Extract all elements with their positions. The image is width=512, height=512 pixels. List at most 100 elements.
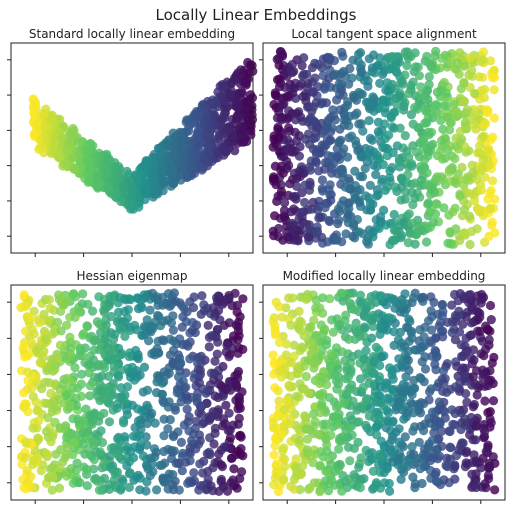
axes-frame-hessian bbox=[10, 284, 254, 501]
scatter-point bbox=[113, 434, 123, 444]
scatter-point bbox=[82, 481, 92, 491]
scatter-point bbox=[316, 320, 326, 330]
scatter-point bbox=[160, 176, 170, 187]
scatter-point bbox=[484, 231, 494, 241]
scatter-point bbox=[342, 100, 353, 110]
scatter-point bbox=[467, 359, 477, 369]
scatter-point bbox=[327, 475, 337, 485]
scatter-point bbox=[368, 310, 378, 320]
scatter-point bbox=[341, 310, 351, 320]
scatter-point bbox=[273, 486, 284, 497]
scatter-point bbox=[400, 187, 411, 197]
scatter-point bbox=[194, 485, 204, 495]
scatter-point bbox=[123, 305, 133, 315]
scatter-point bbox=[279, 405, 289, 415]
scatter-point bbox=[243, 68, 254, 78]
scatter-point bbox=[179, 156, 189, 166]
scatter-point bbox=[452, 58, 462, 68]
scatter-point bbox=[62, 296, 73, 306]
scatter-point bbox=[486, 186, 496, 196]
scatter-point bbox=[467, 302, 477, 312]
scatter-point bbox=[101, 303, 111, 313]
scatter-point bbox=[47, 354, 57, 364]
scatter-point bbox=[299, 331, 309, 341]
scatter-point bbox=[464, 290, 474, 300]
scatter-point bbox=[435, 109, 445, 119]
scatter-point bbox=[403, 53, 413, 63]
scatter-point bbox=[335, 105, 345, 115]
scatter-point bbox=[311, 330, 321, 340]
scatter-point bbox=[305, 165, 315, 175]
scatter-point bbox=[349, 443, 359, 453]
scatter-point bbox=[23, 367, 33, 377]
scatter-point bbox=[420, 322, 430, 332]
scatter-point bbox=[292, 391, 302, 401]
scatter-point bbox=[246, 126, 256, 136]
scatter-point bbox=[490, 485, 500, 495]
scatter-point bbox=[300, 197, 310, 208]
scatter-point bbox=[135, 473, 145, 483]
scatter-point bbox=[187, 435, 197, 446]
scatter-point bbox=[427, 312, 437, 322]
scatter-point bbox=[400, 194, 410, 204]
scatter-point bbox=[347, 131, 357, 141]
scatter-point bbox=[221, 103, 231, 113]
scatter-point bbox=[378, 69, 388, 79]
scatter-point bbox=[445, 125, 455, 135]
scatter-point bbox=[232, 483, 242, 493]
scatter-point bbox=[322, 380, 332, 390]
scatter-point bbox=[399, 101, 409, 111]
scatter-point bbox=[72, 458, 82, 468]
scatter-point bbox=[100, 333, 110, 344]
scatter-point bbox=[375, 217, 385, 227]
scatter-point bbox=[112, 176, 122, 187]
scatter-point bbox=[325, 294, 335, 304]
scatter-point bbox=[368, 321, 378, 332]
scatter-point bbox=[304, 339, 314, 349]
scatter-point bbox=[321, 419, 331, 429]
scatter-point bbox=[354, 227, 364, 237]
scatter-point bbox=[66, 429, 77, 439]
figure-suptitle: Locally Linear Embeddings bbox=[156, 6, 357, 24]
subplot-modified-lle: Modified locally linear embedding bbox=[259, 269, 506, 504]
scatter-point bbox=[283, 135, 293, 145]
scatter-point bbox=[408, 293, 419, 303]
scatter-point bbox=[70, 363, 80, 373]
scatter-point bbox=[168, 359, 178, 369]
scatter-point bbox=[58, 379, 68, 389]
scatter-point bbox=[203, 320, 213, 330]
scatter-point bbox=[154, 312, 164, 322]
scatter-point bbox=[384, 64, 395, 74]
scatter-point bbox=[88, 306, 98, 316]
scatter-point bbox=[168, 430, 179, 440]
scatter-point bbox=[276, 429, 287, 440]
scatter-point bbox=[395, 386, 406, 396]
scatter-point bbox=[395, 123, 405, 133]
scatter-point bbox=[19, 482, 29, 493]
scatter-point bbox=[106, 328, 116, 338]
scatter-point bbox=[309, 363, 319, 373]
scatter-point bbox=[227, 453, 237, 463]
scatter-point bbox=[378, 142, 388, 152]
scatter-point bbox=[96, 386, 106, 396]
scatter-point bbox=[388, 374, 398, 384]
scatter-point bbox=[157, 335, 168, 345]
scatter-point bbox=[81, 404, 91, 414]
scatter-point bbox=[34, 318, 44, 328]
scatter-point bbox=[76, 343, 86, 353]
scatter-point bbox=[212, 349, 222, 359]
scatter-point bbox=[385, 173, 395, 183]
scatter-point bbox=[142, 156, 152, 166]
scatter-point bbox=[130, 423, 140, 433]
scatter-point bbox=[292, 225, 303, 236]
scatter-point bbox=[376, 291, 386, 301]
scatter-point bbox=[375, 382, 385, 392]
scatter-point bbox=[233, 103, 243, 113]
scatter-point bbox=[464, 211, 475, 221]
scatter-point bbox=[283, 232, 293, 242]
scatter-point bbox=[146, 453, 156, 463]
scatter-point bbox=[122, 410, 132, 420]
scatter-point bbox=[168, 470, 178, 480]
scatter-point bbox=[481, 344, 491, 354]
